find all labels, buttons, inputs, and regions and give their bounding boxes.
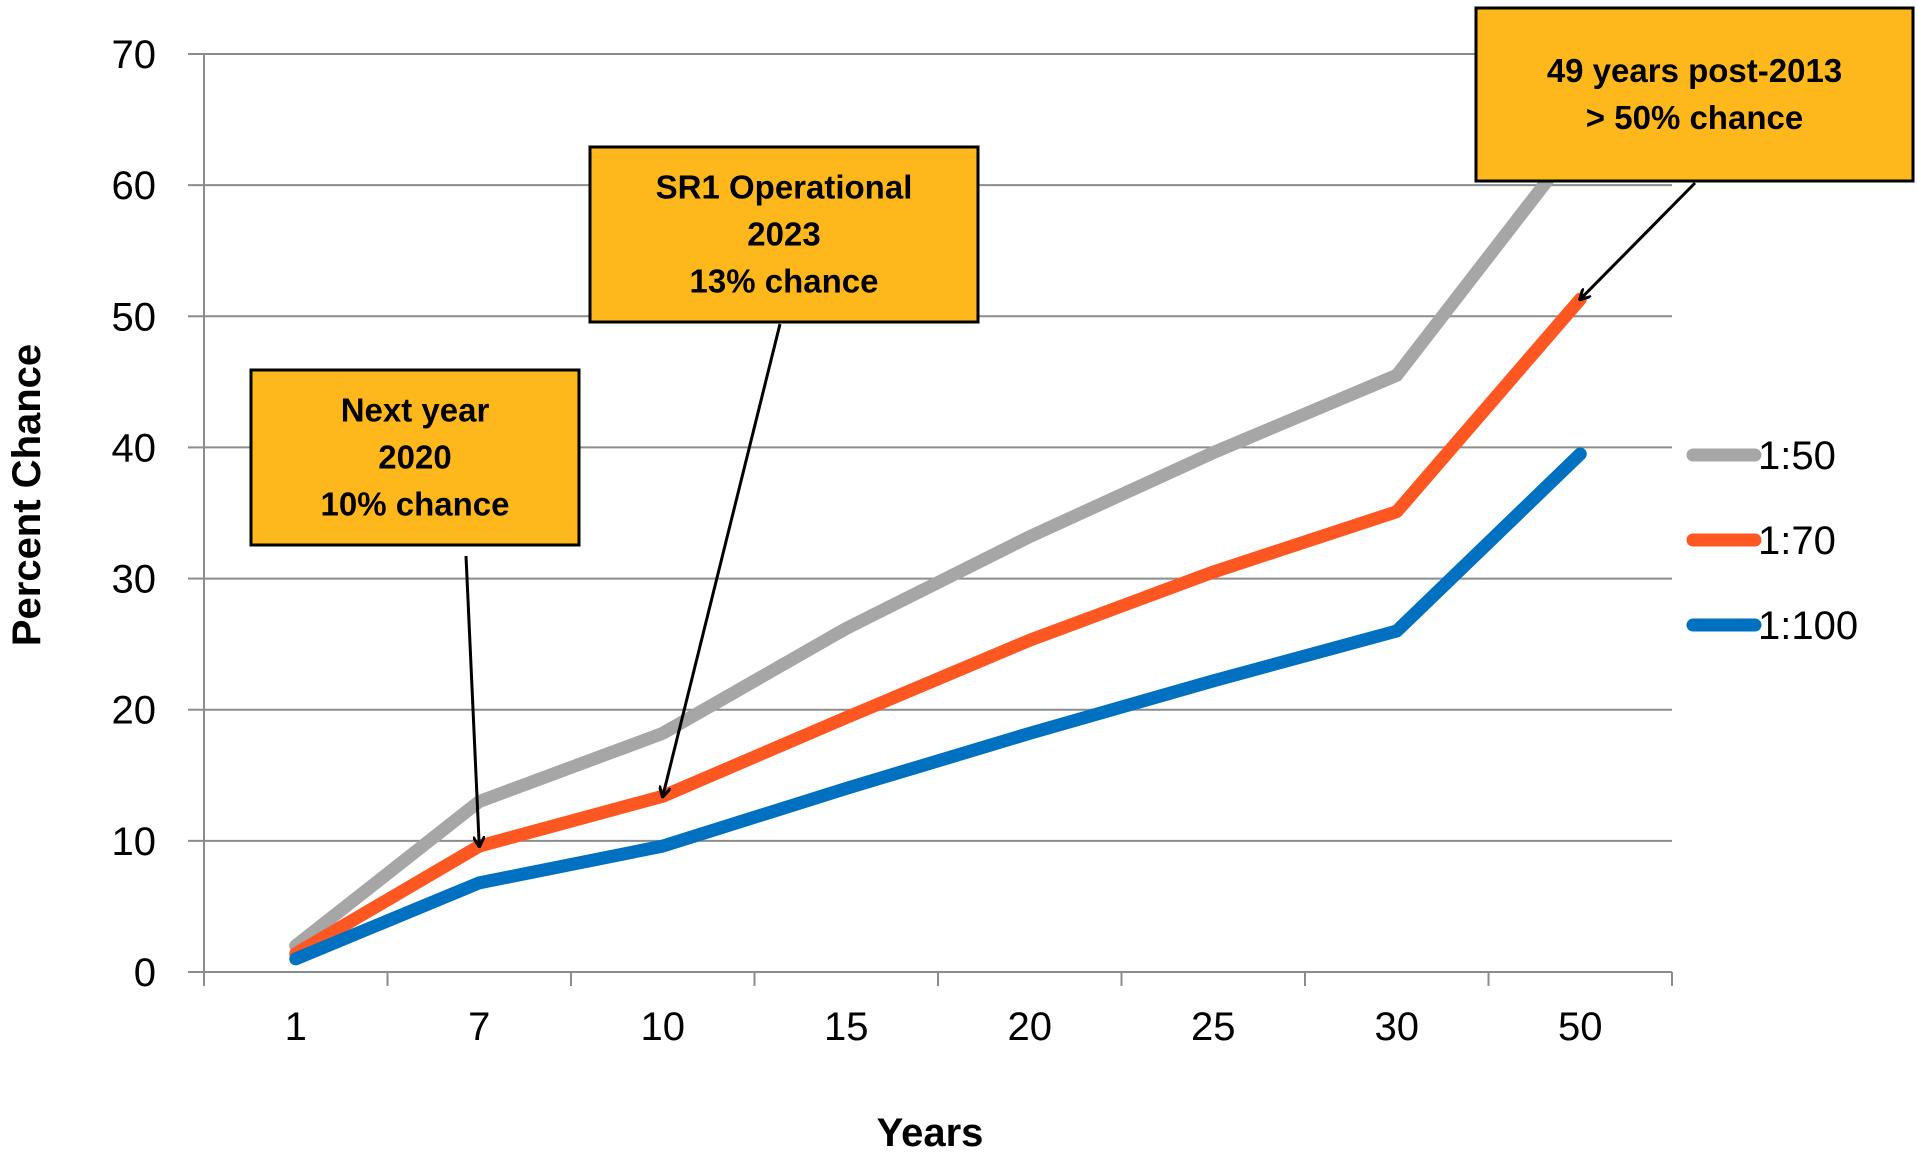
- annotation-1-line-1: Next year: [341, 392, 490, 429]
- x-tick-label-10: 10: [641, 1005, 686, 1049]
- series-line-1-50: [289, 131, 1587, 953]
- annotation-3-line-1: 49 years post-2013: [1547, 52, 1842, 89]
- annotations: Next year 2020 10% chance SR1 Operational 20…: [249, 6, 1915, 846]
- x-tick-label-15: 15: [824, 1005, 869, 1049]
- annotation-box-2: [588, 145, 980, 324]
- x-tick-label-7: 7: [468, 1005, 490, 1049]
- y-tick-label-0: 0: [134, 951, 156, 995]
- x-axis-title: Years: [877, 1111, 984, 1152]
- series-lines: [289, 131, 1587, 966]
- annotation-1-line-3: 10% chance: [321, 486, 510, 523]
- x-tick-label-1: 1: [285, 1005, 307, 1049]
- y-tick-label-60: 60: [112, 164, 157, 208]
- annotation-box-1: [249, 368, 581, 547]
- x-tick-label-20: 20: [1008, 1005, 1053, 1049]
- series-line-1-70: [289, 292, 1587, 961]
- annotation-arrow-3: [1580, 181, 1697, 299]
- y-tick-label-10: 10: [112, 820, 157, 864]
- annotation-2-line-3: 13% chance: [690, 263, 879, 300]
- x-tick-label-25: 25: [1191, 1005, 1236, 1049]
- annotation-box-3: [1474, 6, 1915, 183]
- annotation-arrow-2: [663, 323, 782, 796]
- axes: [188, 53, 1673, 986]
- y-tick-label-40: 40: [112, 426, 157, 470]
- annotation-3-line-2: > 50% chance: [1586, 99, 1803, 136]
- tick-labels: 0 10 20 30 40 50 60 70 1 7 10 15 20 25 30 50: [112, 33, 1603, 1049]
- legend: 1:50 1:70 1:100: [1686, 434, 1858, 648]
- y-tick-label-20: 20: [112, 689, 157, 733]
- legend-item-1-50-label: 1:50: [1758, 434, 1836, 478]
- annotation-2-line-1: SR1 Operational: [656, 169, 913, 206]
- y-tick-label-70: 70: [112, 33, 157, 77]
- x-tick-label-50: 50: [1558, 1005, 1603, 1049]
- series-line-1-100: [289, 447, 1587, 966]
- y-tick-label-30: 30: [112, 558, 157, 602]
- y-tick-label-50: 50: [112, 295, 157, 339]
- annotation-1-line-2: 2020: [378, 439, 451, 476]
- legend-item-1-70-label: 1:70: [1758, 519, 1836, 563]
- annotation-2-line-2: 2023: [747, 216, 820, 253]
- annotation-arrow-1: [464, 555, 479, 846]
- legend-item-1-100-label: 1:100: [1758, 604, 1858, 648]
- y-axis-title: Percent Chance: [5, 344, 49, 646]
- x-tick-label-30: 30: [1375, 1005, 1420, 1049]
